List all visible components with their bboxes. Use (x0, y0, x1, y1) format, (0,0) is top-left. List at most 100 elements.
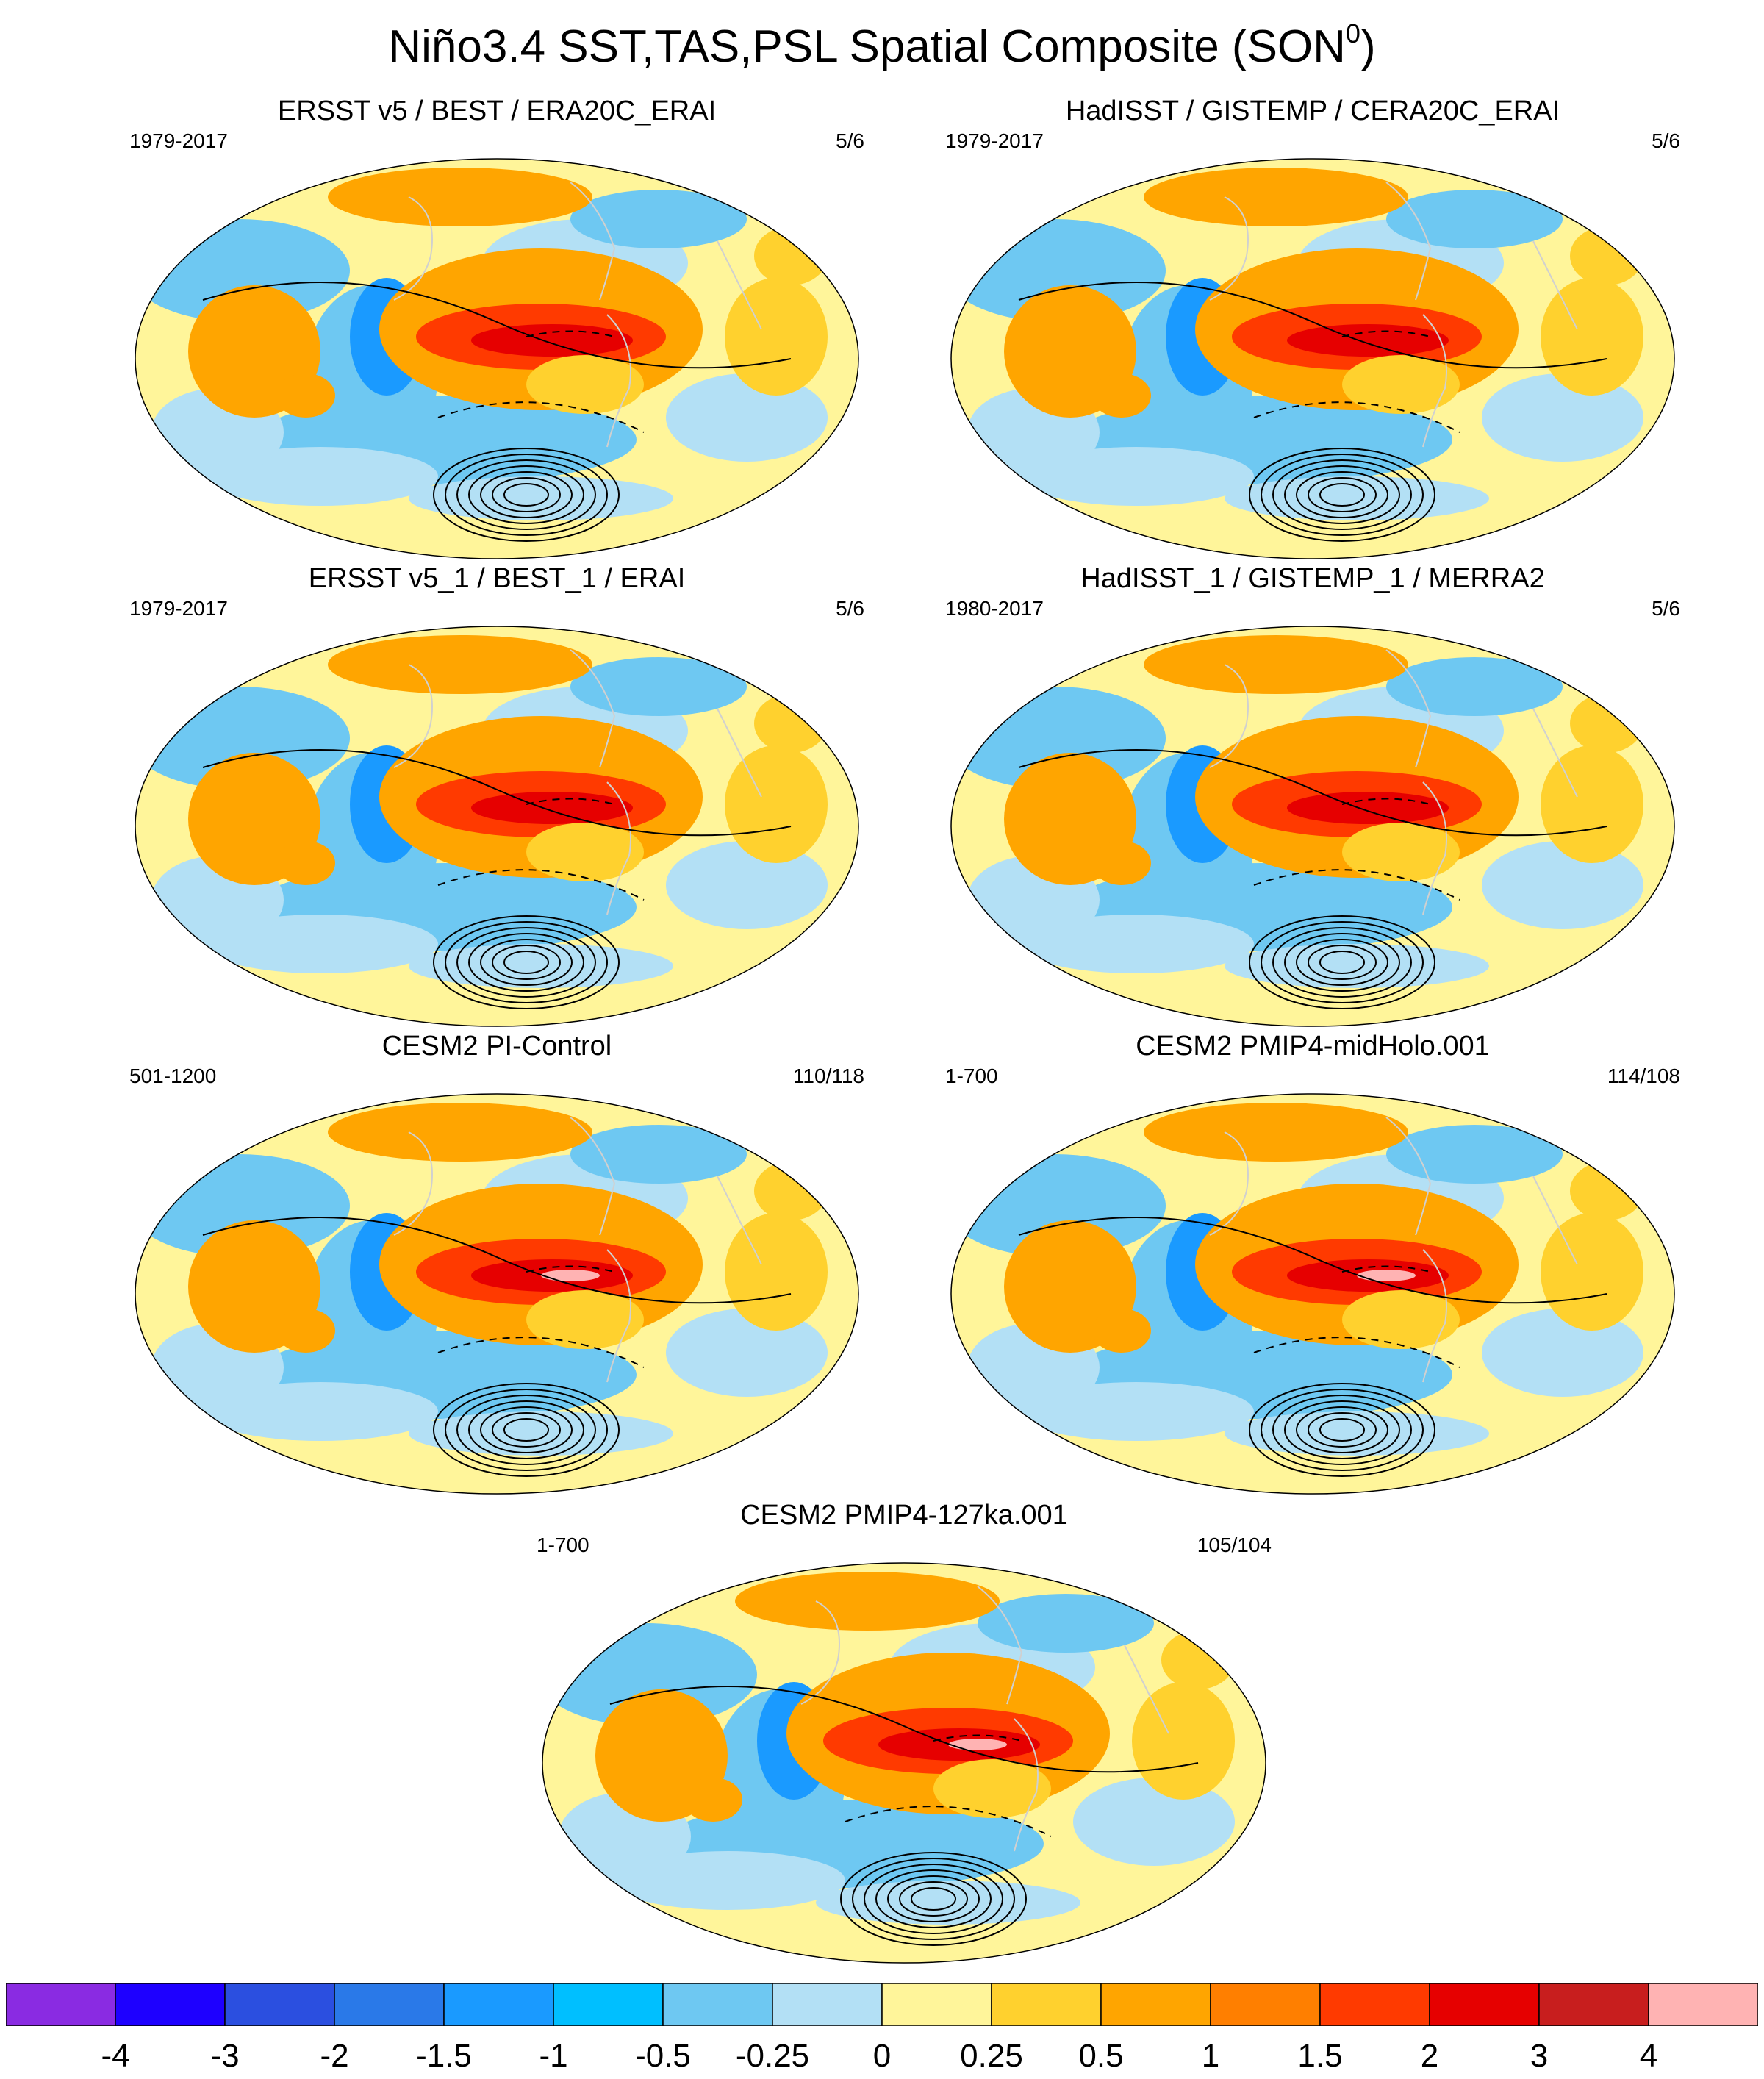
psl-contour (887, 1875, 980, 1922)
psl-contour (492, 1412, 561, 1448)
positive-anomaly (526, 1290, 644, 1349)
coastline (1209, 196, 1249, 301)
panel-title: ERSST v5_1 / BEST_1 / ERAI (308, 563, 686, 594)
colorbar-swatch (334, 1983, 445, 2026)
map-border (135, 626, 859, 1027)
positive-anomaly (754, 226, 828, 285)
map-field (135, 1094, 858, 1494)
psl-contour (1261, 1389, 1424, 1471)
psl-contour (1319, 483, 1365, 507)
psl-contour (202, 1217, 792, 1304)
map-field (951, 1094, 1674, 1494)
psl-contour (1296, 471, 1388, 518)
coastline (606, 781, 631, 915)
negative-anomaly (1225, 476, 1489, 520)
negative-anomaly (1225, 944, 1489, 988)
coastline (1422, 781, 1447, 915)
psl-contour (864, 1864, 1003, 1934)
coastline (393, 1131, 433, 1236)
positive-anomaly (1541, 278, 1643, 396)
positive-anomaly (725, 278, 828, 396)
psl-contour (480, 471, 573, 518)
positive-anomaly (754, 694, 828, 753)
coastline (570, 1117, 616, 1236)
map-panel-hadisst-gistemp-cera20c: HadISST / GISTEMP / CERA20C_ERAI 1979-20… (945, 94, 1680, 565)
coastline (1422, 1249, 1447, 1383)
map-panel-cesm2-127ka: CESM2 PMIP4-127ka.001 1-700 105/104 (537, 1498, 1272, 1969)
composite-map (135, 158, 859, 559)
composite-map (950, 1093, 1675, 1495)
positive-anomaly (1092, 841, 1151, 885)
positive-anomaly (1287, 324, 1449, 357)
psl-contour (433, 1383, 620, 1477)
positive-anomaly (1287, 792, 1449, 824)
psl-contour (1284, 1400, 1400, 1459)
colorbar-swatch (1210, 1983, 1321, 2026)
psl-contour (433, 915, 620, 1009)
positive-anomaly (526, 823, 644, 881)
psl-contour-negative (526, 1265, 615, 1273)
map-border (950, 626, 1675, 1027)
map-border (135, 1093, 859, 1495)
psl-contour-negative (437, 869, 645, 901)
panel-title: CESM2 PI-Control (381, 1031, 612, 1062)
negative-anomaly (1386, 657, 1563, 716)
negative-anomaly (666, 841, 828, 929)
coastline (977, 1586, 1023, 1705)
psl-contour (1308, 945, 1377, 980)
map-field (951, 626, 1674, 1026)
panel-years: 1979-2017 (129, 129, 228, 152)
positive-anomaly (328, 635, 592, 694)
psl-contour-negative (1341, 330, 1431, 337)
panel-years: 1-700 (537, 1534, 589, 1556)
psl-contour-negative (1253, 401, 1460, 433)
colorbar-tick-label: -0.5 (635, 2038, 691, 2074)
colorbar-tick-label: 0.5 (1078, 2038, 1124, 2074)
negative-anomaly (570, 190, 747, 248)
colorbar-swatch (6, 1983, 116, 2026)
positive-anomaly (725, 1213, 828, 1331)
panel-count: 5/6 (836, 597, 864, 620)
panel-count: 5/6 (1652, 597, 1680, 620)
positive-anomaly (1144, 168, 1408, 226)
positive-anomaly (1092, 1309, 1151, 1353)
panel-title: HadISST / GISTEMP / CERA20C_ERAI (1065, 96, 1560, 126)
coastline (393, 664, 433, 768)
map-field (135, 159, 858, 559)
panel-title: CESM2 PMIP4-127ka.001 (740, 1500, 1068, 1531)
colorbar-swatch (1429, 1983, 1540, 2026)
colorbar-tick-label: -3 (210, 2038, 240, 2074)
positive-anomaly (276, 1309, 335, 1353)
colorbar-tick-label: -1.5 (416, 2038, 472, 2074)
colorbar-tick-label: 0.25 (960, 2038, 1023, 2074)
coastline (393, 196, 433, 301)
colorbar-swatch (224, 1983, 335, 2026)
psl-contour (433, 448, 620, 542)
positive-anomaly (526, 355, 644, 414)
coastline (1532, 1176, 1578, 1265)
coastline (800, 1600, 840, 1705)
map-field (542, 1563, 1266, 1963)
peak-anomaly (541, 1270, 600, 1281)
colorbar-swatch (772, 1983, 883, 2026)
psl-contour (899, 1881, 968, 1917)
positive-anomaly (1541, 1213, 1643, 1331)
positive-anomaly (1342, 1290, 1460, 1349)
positive-anomaly (276, 373, 335, 418)
coastline (1209, 1131, 1249, 1236)
map-panel-ersst1-best1-erai: ERSST v5_1 / BEST_1 / ERAI 1979-2017 5/6 (129, 562, 864, 1032)
psl-contour (1261, 454, 1424, 536)
psl-contour (492, 945, 561, 980)
coastline (717, 708, 762, 798)
psl-contour (1249, 1383, 1435, 1477)
psl-contour (875, 1869, 992, 1928)
negative-anomaly (1225, 1411, 1489, 1456)
colorbar (6, 1983, 1758, 2026)
psl-contour-negative (526, 330, 615, 337)
psl-contour (1319, 951, 1365, 974)
positive-anomaly (276, 841, 335, 885)
positive-anomaly (328, 168, 592, 226)
colorbar-tick-label: -2 (320, 2038, 349, 2074)
psl-contour (456, 1395, 596, 1465)
peak-anomaly (948, 1739, 1007, 1750)
